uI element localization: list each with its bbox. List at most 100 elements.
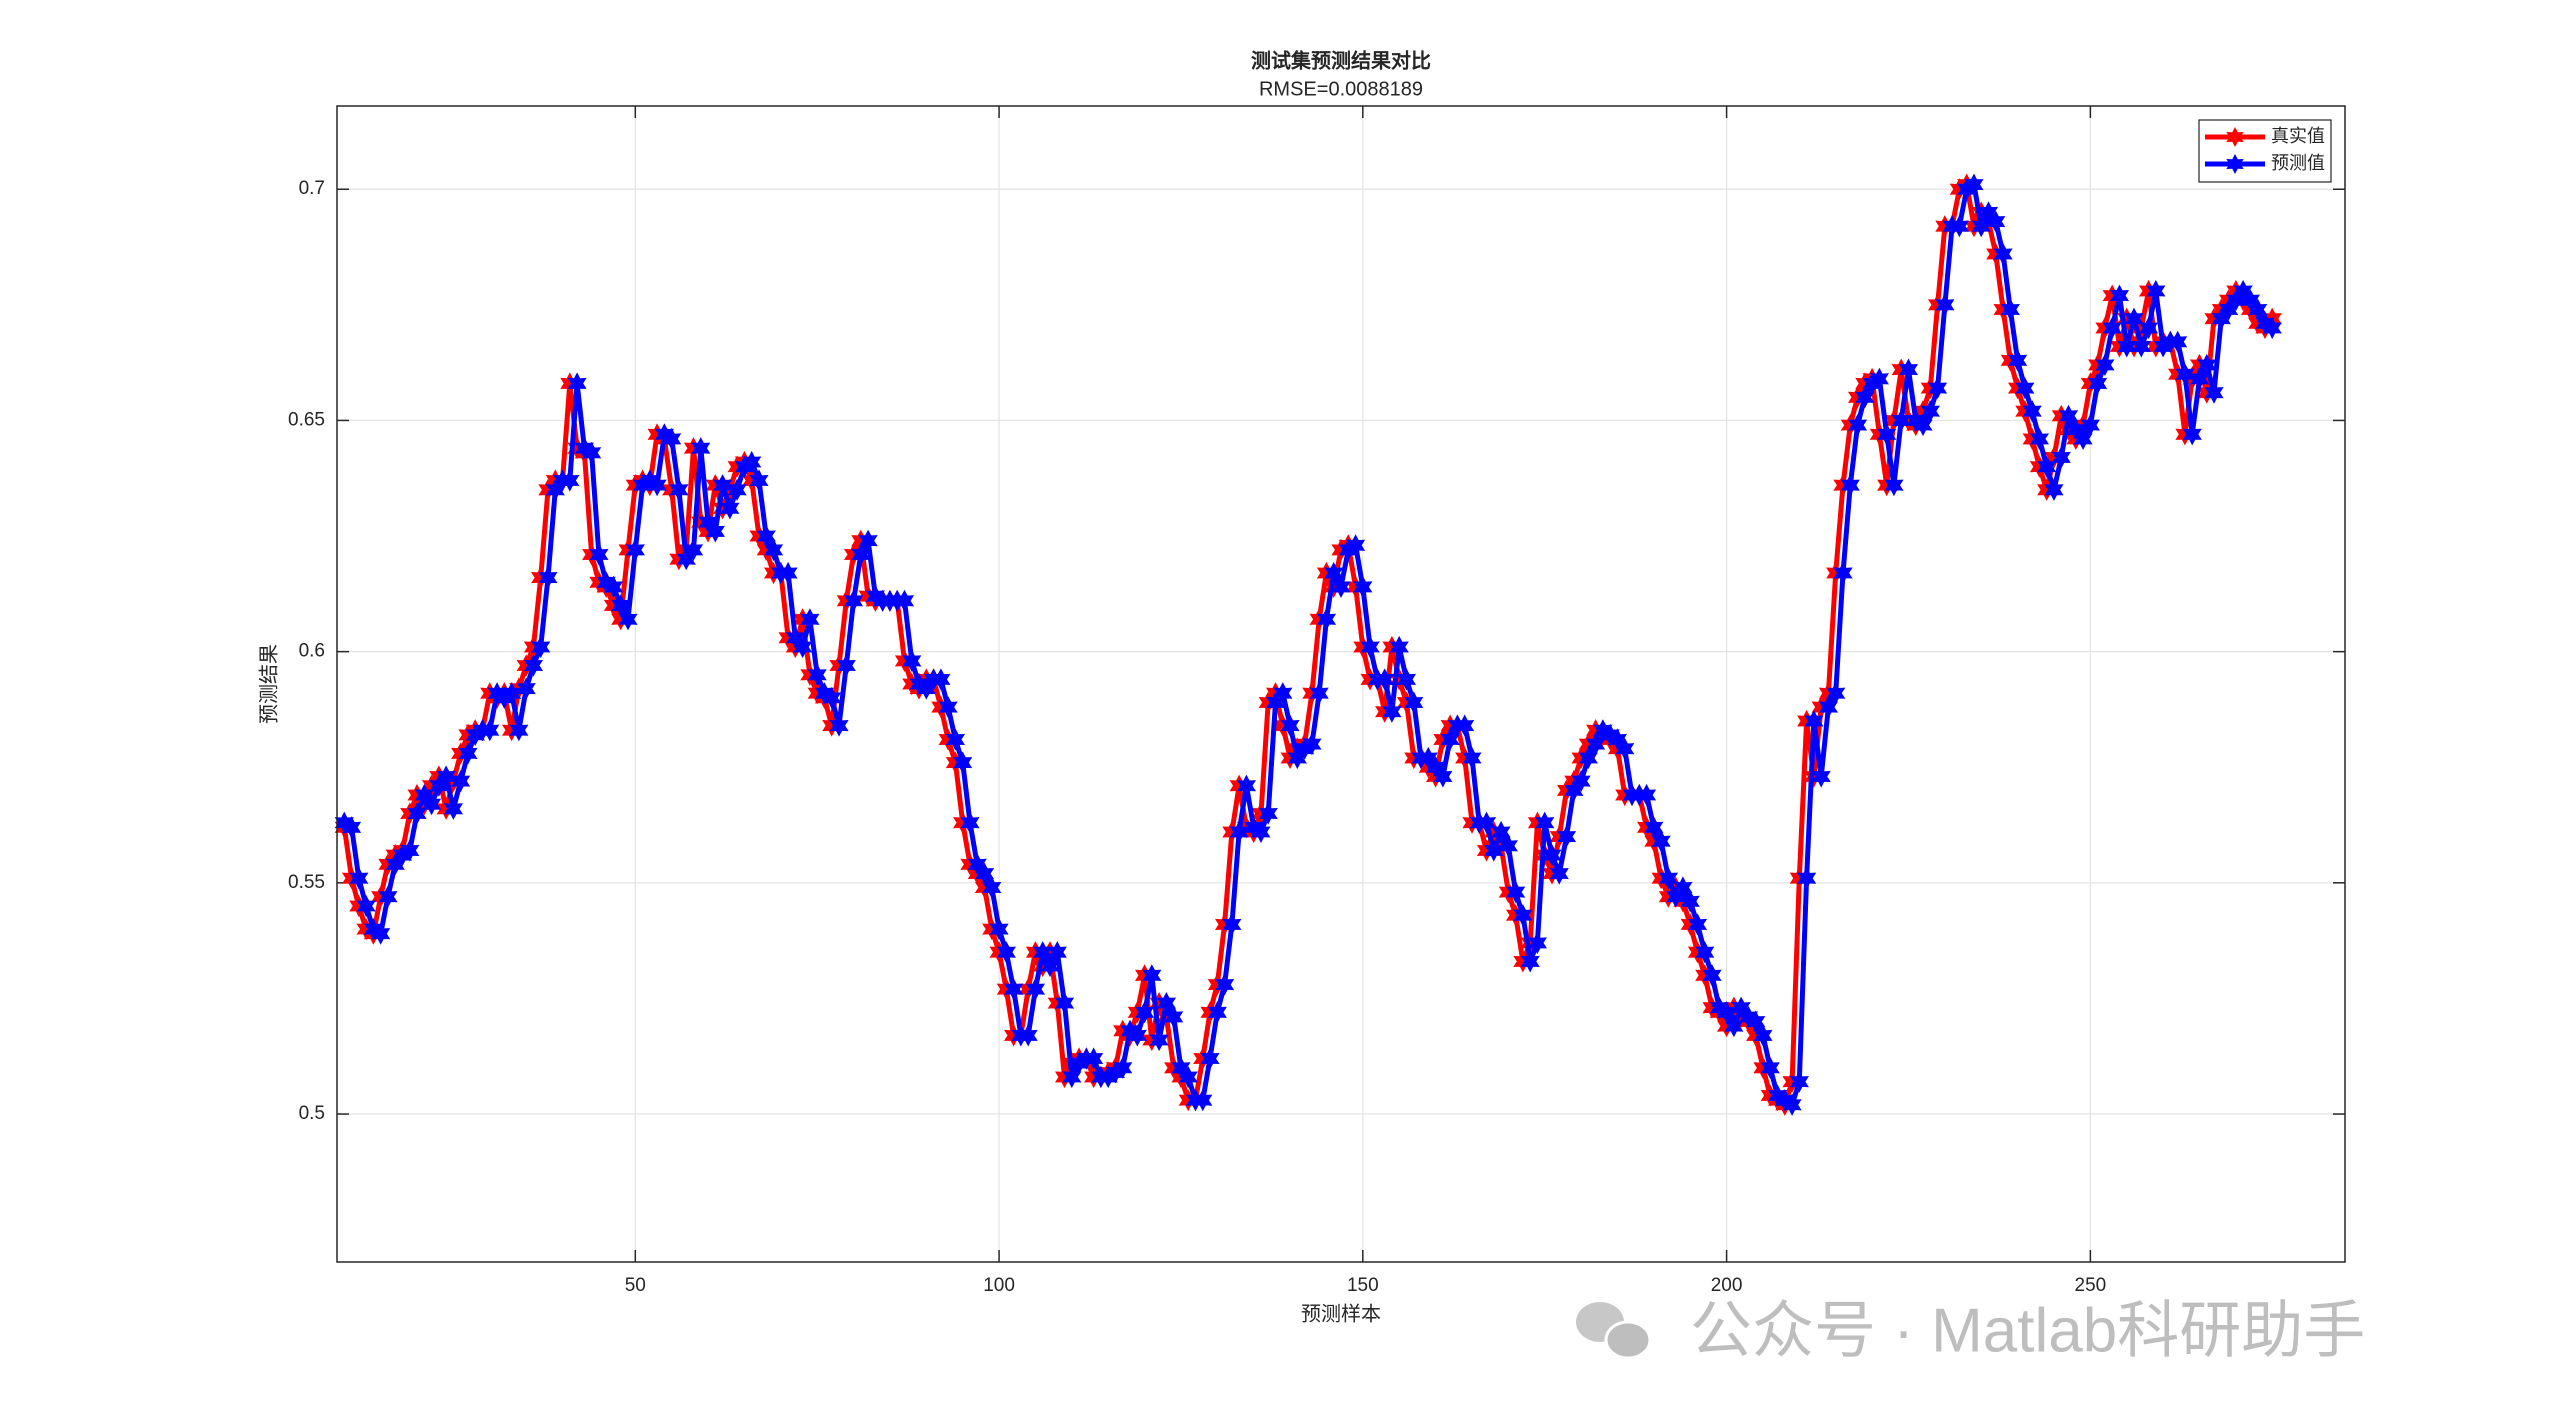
data-point [1840,474,1860,497]
data-point [1084,1047,1104,1070]
data-point [1003,978,1024,1001]
data-point [1498,834,1518,857]
data-point [749,469,769,492]
data-point [1760,1056,1780,1079]
data-point [1527,931,1548,954]
data-point [1396,668,1417,691]
chart-title: 测试集预测结果对比 [1251,49,1431,73]
data-point [691,437,711,460]
data-point [1316,608,1337,631]
watermark-icon [1604,1320,1652,1360]
data-point [1833,561,1853,585]
data-point [371,922,391,945]
data-point [2102,316,2122,340]
data-point [858,529,878,552]
data-point [1360,635,1380,659]
data-point [1993,242,2013,266]
data-point [2044,478,2064,501]
data-point [2051,446,2071,469]
data-point [509,719,529,742]
series-line [342,182,2274,1108]
watermark: 公众号 · Matlab科研助手 [1576,1296,2365,1365]
data-point [1018,1024,1038,1047]
y-axis-label: 预测结果 [257,644,281,724]
data-point [1913,414,1933,437]
data-point [822,686,842,709]
data-point [516,677,536,700]
data-point [2233,279,2253,303]
data-point [778,561,798,585]
data-point [2175,363,2195,386]
data-point [341,816,362,839]
data-point [1149,1028,1169,1052]
data-point [531,635,551,659]
data-point [1054,992,1075,1015]
data-point [1695,941,1715,964]
data-point [1142,964,1162,987]
data-point [1214,973,1235,996]
data-point [1127,1024,1147,1047]
grid [337,106,2345,1262]
data-point [1702,964,1722,987]
x-axis-label: 预测样本 [1301,1302,1381,1326]
data-point [1935,293,1955,316]
legend-marker [2226,127,2244,147]
data-point [1440,728,1460,751]
data-point [982,876,1002,899]
series-line [341,182,2275,1108]
y-tick-label: 0.5 [299,1103,325,1124]
data-point [2197,353,2217,376]
data-point [2124,307,2144,330]
data-point [1113,1056,1133,1079]
data-point [2138,316,2159,340]
data-point [443,797,464,820]
data-point [1818,696,1839,719]
data-point [1425,756,1446,779]
data-point [1884,474,1904,497]
data-point [742,450,762,474]
data-point [2022,400,2042,423]
data-point [1920,400,1940,423]
data-point [560,469,580,492]
data-point [1207,1001,1227,1024]
data-point [1164,1005,1184,1028]
legend-label: 预测值 [2271,153,2325,174]
data-point [1062,1065,1082,1089]
legend-box [2198,119,2332,183]
data-point [960,811,980,834]
data-point [1309,682,1329,705]
data-point [1222,913,1242,936]
data-point [1331,575,1351,598]
data-point [1549,862,1569,885]
data-point [2095,353,2115,376]
data-point [1476,811,1497,834]
data-point [1382,700,1402,723]
data-point [1898,358,1919,381]
data-point [1258,802,1278,825]
data-point [705,520,725,543]
data-point [1273,682,1293,705]
data-point [1877,423,1897,446]
data-point [2109,284,2130,307]
data-point [582,441,602,464]
x-tick-label: 200 [1711,1275,1743,1296]
data-point [1658,867,1679,890]
data-point [458,742,478,765]
data-point [2073,427,2093,450]
data-point [1047,941,1067,964]
chart-subtitle: RMSE=0.0088189 [1259,78,1423,100]
data-point [662,427,682,450]
data-point [2131,335,2151,358]
data-point [1986,210,2006,233]
y-tick-label: 0.7 [299,178,325,199]
data-point [851,543,871,566]
data-point [1855,386,1875,409]
data-point [1571,770,1591,793]
data-point [1520,950,1540,973]
data-point [1200,1047,1220,1070]
legend-label: 真实值 [2271,126,2325,147]
data-point [2146,279,2166,303]
data-point [1680,890,1700,913]
data-point [1345,534,1366,557]
